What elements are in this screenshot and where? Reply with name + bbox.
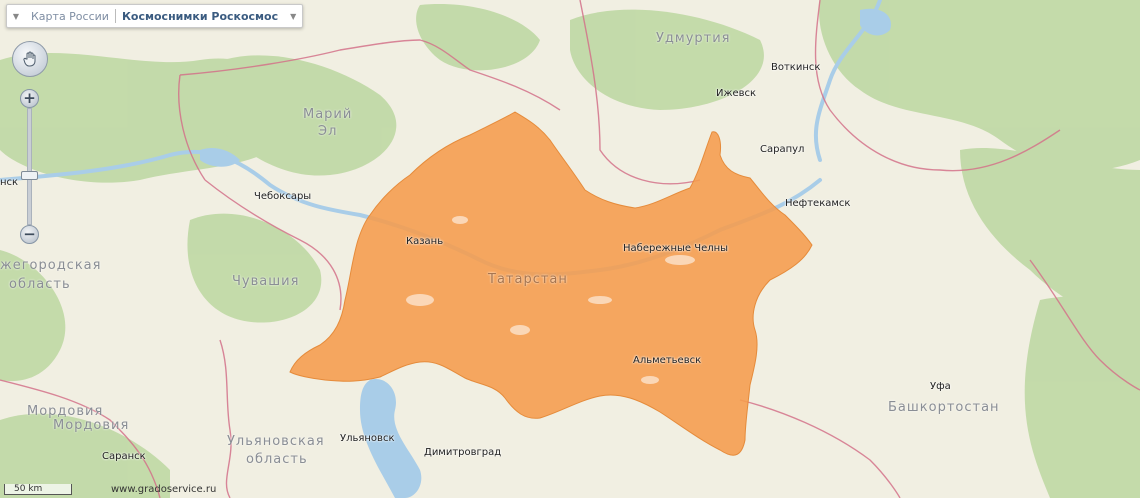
zoom-slider-handle[interactable] (21, 171, 38, 180)
highlight-texture (406, 216, 695, 384)
hand-icon (23, 51, 36, 67)
credit-link[interactable]: www.gradoservice.ru (111, 484, 217, 495)
scale-label: 50 km (14, 484, 43, 494)
reservoir (200, 8, 891, 498)
zoom-out-button[interactable]: − (20, 225, 39, 244)
chevron-down-icon[interactable]: ▼ (12, 11, 20, 21)
zoom-in-button[interactable]: + (20, 89, 39, 108)
tab-roscosmos-imagery[interactable]: Космоснимки Роскосмос (121, 9, 279, 23)
tab-divider (114, 9, 116, 23)
tab-russia-map[interactable]: Карта России (31, 9, 109, 23)
scale-bar (4, 484, 72, 495)
map-layer-tabbar: ▼ Карта России Космоснимки Роскосмос ▼ (6, 4, 304, 28)
pan-control[interactable] (12, 41, 48, 77)
plus-icon: + (23, 89, 36, 107)
minus-icon: − (23, 225, 36, 243)
chevron-down-icon[interactable]: ▼ (290, 11, 297, 21)
tatarstan-highlight (289, 111, 813, 456)
zoom-slider-track[interactable] (27, 108, 32, 225)
